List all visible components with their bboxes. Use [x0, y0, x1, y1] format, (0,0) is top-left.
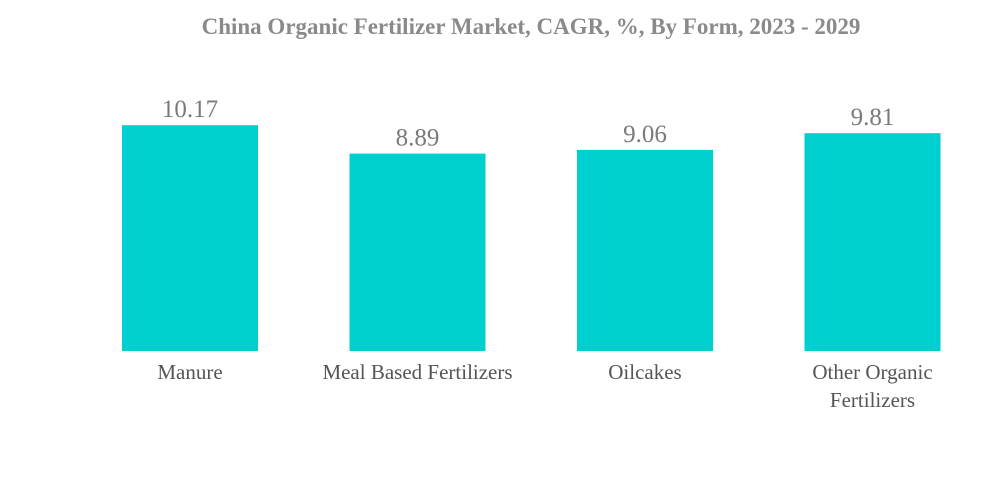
category-label: Other Organic Fertilizers	[812, 360, 932, 412]
bar-value-label: 9.81	[851, 104, 895, 131]
value-labels-layer: 10.17 8.89 9.06 9.81	[162, 96, 895, 151]
bar	[349, 153, 486, 351]
category-label-line: Meal Based Fertilizers	[322, 360, 512, 384]
chart-title: China Organic Fertilizer Market, CAGR, %…	[201, 14, 861, 39]
bar	[804, 133, 941, 351]
category-label-line: Manure	[157, 360, 222, 384]
bar-value-label: 9.06	[623, 121, 667, 148]
category-label: Oilcakes	[608, 360, 681, 384]
bars-layer	[122, 125, 941, 351]
category-labels-layer: Manure Meal Based Fertilizers Oilcakes Othe…	[157, 360, 932, 412]
bar-value-label: 10.17	[162, 96, 218, 123]
category-label-line: Oilcakes	[608, 360, 681, 384]
category-label-line: Other Organic	[812, 360, 932, 384]
category-label: Manure	[157, 360, 222, 384]
bar	[577, 149, 713, 351]
category-label-line: Fertilizers	[830, 388, 915, 412]
bar-value-label: 8.89	[396, 125, 440, 152]
bar	[122, 125, 258, 351]
category-label: Meal Based Fertilizers	[322, 360, 512, 384]
